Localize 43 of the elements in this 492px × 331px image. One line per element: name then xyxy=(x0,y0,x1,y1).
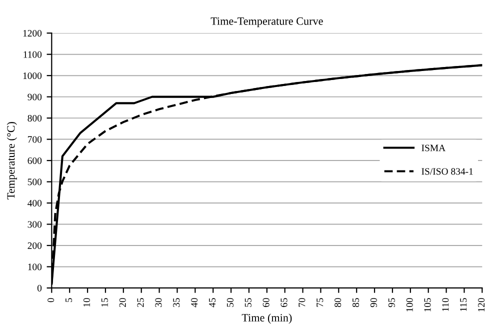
x-tick-label: 90 xyxy=(370,298,377,308)
x-tick-label: 40 xyxy=(191,298,198,308)
y-tick-label: 700 xyxy=(28,136,42,143)
x-tick-label: 30 xyxy=(155,298,162,307)
x-tick-label: 85 xyxy=(352,298,360,308)
x-tick-label: 105 xyxy=(424,298,431,312)
y-tick-label: 800 xyxy=(28,114,42,122)
y-tick-label: 100 xyxy=(28,264,42,270)
y-tick-label: 200 xyxy=(28,242,42,249)
legend-label: IS/ISO 834-1 xyxy=(422,168,473,175)
x-tick-label: 70 xyxy=(298,298,306,307)
y-tick-label: 500 xyxy=(28,178,42,186)
x-tick-label: 110 xyxy=(442,298,449,312)
x-tick-label: 75 xyxy=(316,298,324,307)
y-tick-label: 300 xyxy=(28,221,42,228)
x-tick-label: 5 xyxy=(66,298,72,302)
y-tick-label: 0 xyxy=(37,284,42,292)
y-tick-label: 400 xyxy=(28,200,42,206)
y-tick-label: 1200 xyxy=(23,30,42,37)
y-tick-label: 900 xyxy=(28,94,42,100)
x-tick-label: 60 xyxy=(262,298,270,307)
y-tick-label: 1100 xyxy=(24,51,42,58)
y-tick-label: 1000 xyxy=(23,72,42,80)
y-axis-title: Temperature (°C) xyxy=(6,122,17,200)
x-tick-label: 80 xyxy=(334,298,342,308)
x-tick-label: 25 xyxy=(137,298,144,307)
x-tick-label: 55 xyxy=(244,298,252,307)
x-tick-label: 65 xyxy=(280,298,288,307)
x-tick-label: 10 xyxy=(83,298,90,307)
x-tick-label: 120 xyxy=(478,298,485,312)
x-tick-label: 50 xyxy=(226,298,234,307)
x-axis-title: Time (min) xyxy=(242,314,292,324)
x-tick-label: 95 xyxy=(388,298,395,308)
x-tick-label: 35 xyxy=(173,298,180,307)
x-tick-label: 115 xyxy=(460,298,467,312)
x-tick-label: 45 xyxy=(209,298,216,308)
y-tick-label: 600 xyxy=(28,157,42,164)
x-tick-label: 20 xyxy=(119,298,126,307)
legend-label: ISMA xyxy=(422,144,446,152)
chart-title: Time-Temperature Curve xyxy=(210,17,323,28)
x-tick-label: 15 xyxy=(101,298,108,307)
x-tick-label: 0 xyxy=(48,298,54,302)
x-tick-label: 100 xyxy=(406,298,413,312)
